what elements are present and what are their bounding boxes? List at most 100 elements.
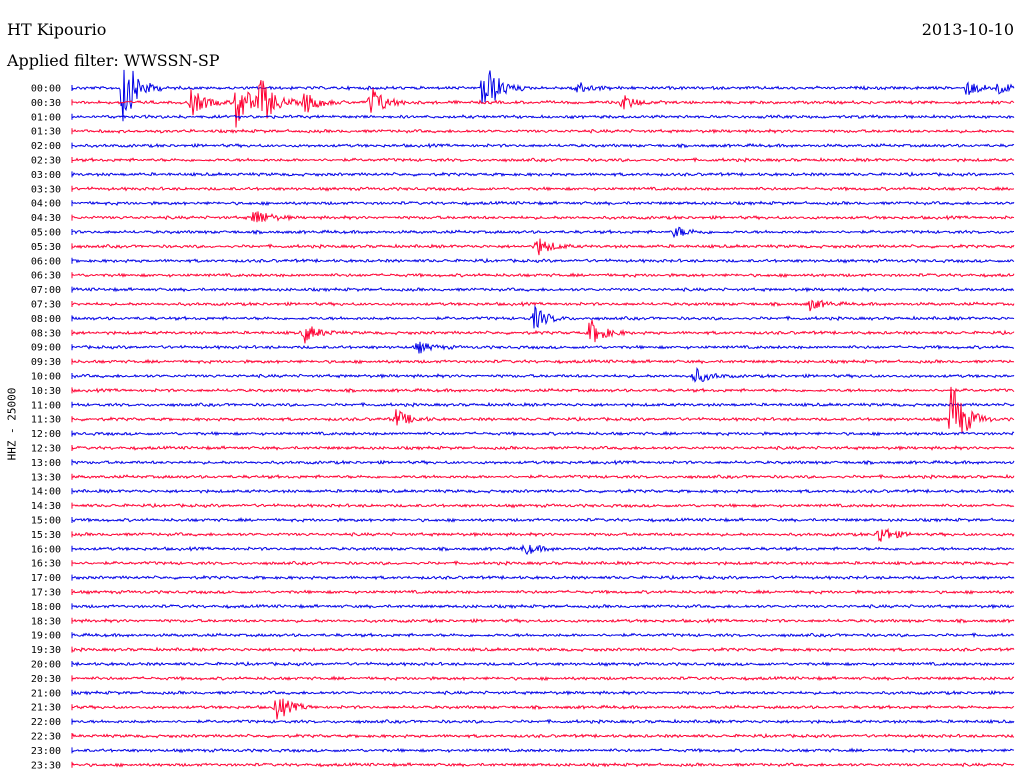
seismic-trace [71, 113, 1015, 120]
tick-label: 02:00 [31, 141, 61, 152]
seismic-trace [71, 560, 1015, 566]
seismic-trace [71, 401, 1015, 408]
seismic-trace [71, 386, 1015, 434]
tick-label: 13:00 [31, 458, 61, 469]
tick-label: 12:30 [31, 444, 61, 455]
seismic-trace [71, 387, 1015, 394]
tick-label: 11:00 [31, 400, 61, 411]
seismic-trace [71, 238, 1015, 256]
tick-label: 08:30 [31, 328, 61, 339]
seismic-trace [71, 272, 1015, 278]
tick-label: 22:00 [31, 717, 61, 728]
seismic-trace [71, 646, 1015, 653]
seismic-trace [71, 527, 1015, 542]
seismic-trace [71, 79, 1015, 128]
seismic-trace [71, 320, 1015, 344]
tick-label: 07:00 [31, 285, 61, 296]
tick-label: 06:30 [31, 271, 61, 282]
seismic-trace [71, 171, 1015, 178]
tick-label: 14:00 [31, 487, 61, 498]
tick-label: 04:00 [31, 199, 61, 210]
tick-label: 08:00 [31, 314, 61, 325]
tick-label: 12:00 [31, 429, 61, 440]
tick-label: 19:00 [31, 631, 61, 642]
seismic-trace [71, 200, 1015, 206]
tick-label: 23:00 [31, 746, 61, 757]
tick-label: 11:30 [31, 415, 61, 426]
tick-label: 18:30 [31, 616, 61, 627]
tick-label: 05:00 [31, 228, 61, 239]
tick-label: 10:00 [31, 372, 61, 383]
seismic-trace [72, 128, 1015, 135]
tick-label: 03:30 [31, 184, 61, 195]
trace-group [71, 69, 1015, 768]
plot-date: 2013-10-10 [921, 20, 1014, 39]
seismic-trace [71, 603, 1015, 610]
tick-label: 18:00 [31, 602, 61, 613]
tick-label: 05:30 [31, 242, 61, 253]
tick-label: 15:00 [31, 516, 61, 527]
tick-label: 15:30 [31, 530, 61, 541]
tick-label-group: 00:00 00:30 01:00 01:30 02:00 02:30 03:00 03:30… [31, 84, 61, 772]
tick-label: 14:30 [31, 501, 61, 512]
tick-label: 21:30 [31, 703, 61, 714]
seismic-trace [71, 689, 1015, 696]
seismic-trace [71, 675, 1015, 682]
tick-label: 16:00 [31, 544, 61, 555]
seismic-trace [71, 747, 1015, 754]
seismic-trace [71, 732, 1015, 739]
tick-label: 07:30 [31, 300, 61, 311]
seismic-trace [71, 304, 1015, 329]
tick-label: 02:30 [31, 156, 61, 167]
station-title: HT Kipourio [7, 20, 107, 39]
seismic-trace [71, 142, 1015, 149]
tick-label: 17:00 [31, 573, 61, 584]
seismic-trace [71, 761, 1015, 768]
tick-label: 00:00 [31, 84, 61, 95]
seismic-trace [71, 543, 1015, 556]
seismic-trace [71, 156, 1015, 163]
seismic-trace [71, 299, 1015, 312]
tick-label: 03:00 [31, 170, 61, 181]
tick-label: 23:30 [31, 760, 61, 771]
seismic-trace [71, 660, 1015, 667]
tick-label: 04:30 [31, 213, 61, 224]
seismic-trace [71, 445, 1015, 451]
filter-label: Applied filter: WWSSN-SP [7, 51, 220, 70]
tick-label: 00:30 [31, 98, 61, 109]
tick-label: 19:30 [31, 645, 61, 656]
tick-label: 01:30 [31, 127, 61, 138]
seismic-trace [71, 574, 1015, 581]
seismic-trace [71, 459, 1015, 466]
tick-label: 16:30 [31, 559, 61, 570]
seismic-trace [71, 718, 1015, 725]
seismic-trace [71, 698, 1015, 720]
seismic-trace [71, 226, 1014, 239]
tick-label: 01:00 [31, 112, 61, 123]
tick-label: 13:30 [31, 472, 61, 483]
tick-label: 10:30 [31, 386, 61, 397]
tick-label: 20:00 [31, 660, 61, 671]
seismic-trace [71, 488, 1015, 494]
tick-label: 21:00 [31, 688, 61, 699]
seismic-trace [71, 517, 1015, 523]
seismic-trace [71, 69, 1015, 122]
seismic-trace [71, 473, 1015, 480]
seismic-trace [71, 211, 1015, 223]
seismic-trace [71, 367, 1015, 383]
tick-label: 09:00 [31, 343, 61, 354]
tick-label: 06:00 [31, 256, 61, 267]
seismic-trace [71, 430, 1015, 437]
tick-label: 17:30 [31, 588, 61, 599]
tick-label: 09:30 [31, 357, 61, 368]
seismic-trace [71, 617, 1015, 624]
seismic-trace [71, 286, 1015, 293]
seismic-trace [71, 185, 1015, 192]
seismic-trace [71, 358, 1015, 365]
seismic-trace [71, 341, 1014, 354]
seismic-trace [71, 502, 1015, 509]
tick-label: 22:30 [31, 732, 61, 743]
seismic-trace [71, 589, 1014, 595]
tick-label: 20:30 [31, 674, 61, 685]
